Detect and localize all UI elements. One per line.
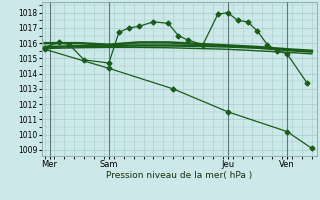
X-axis label: Pression niveau de la mer( hPa ): Pression niveau de la mer( hPa )	[106, 171, 252, 180]
